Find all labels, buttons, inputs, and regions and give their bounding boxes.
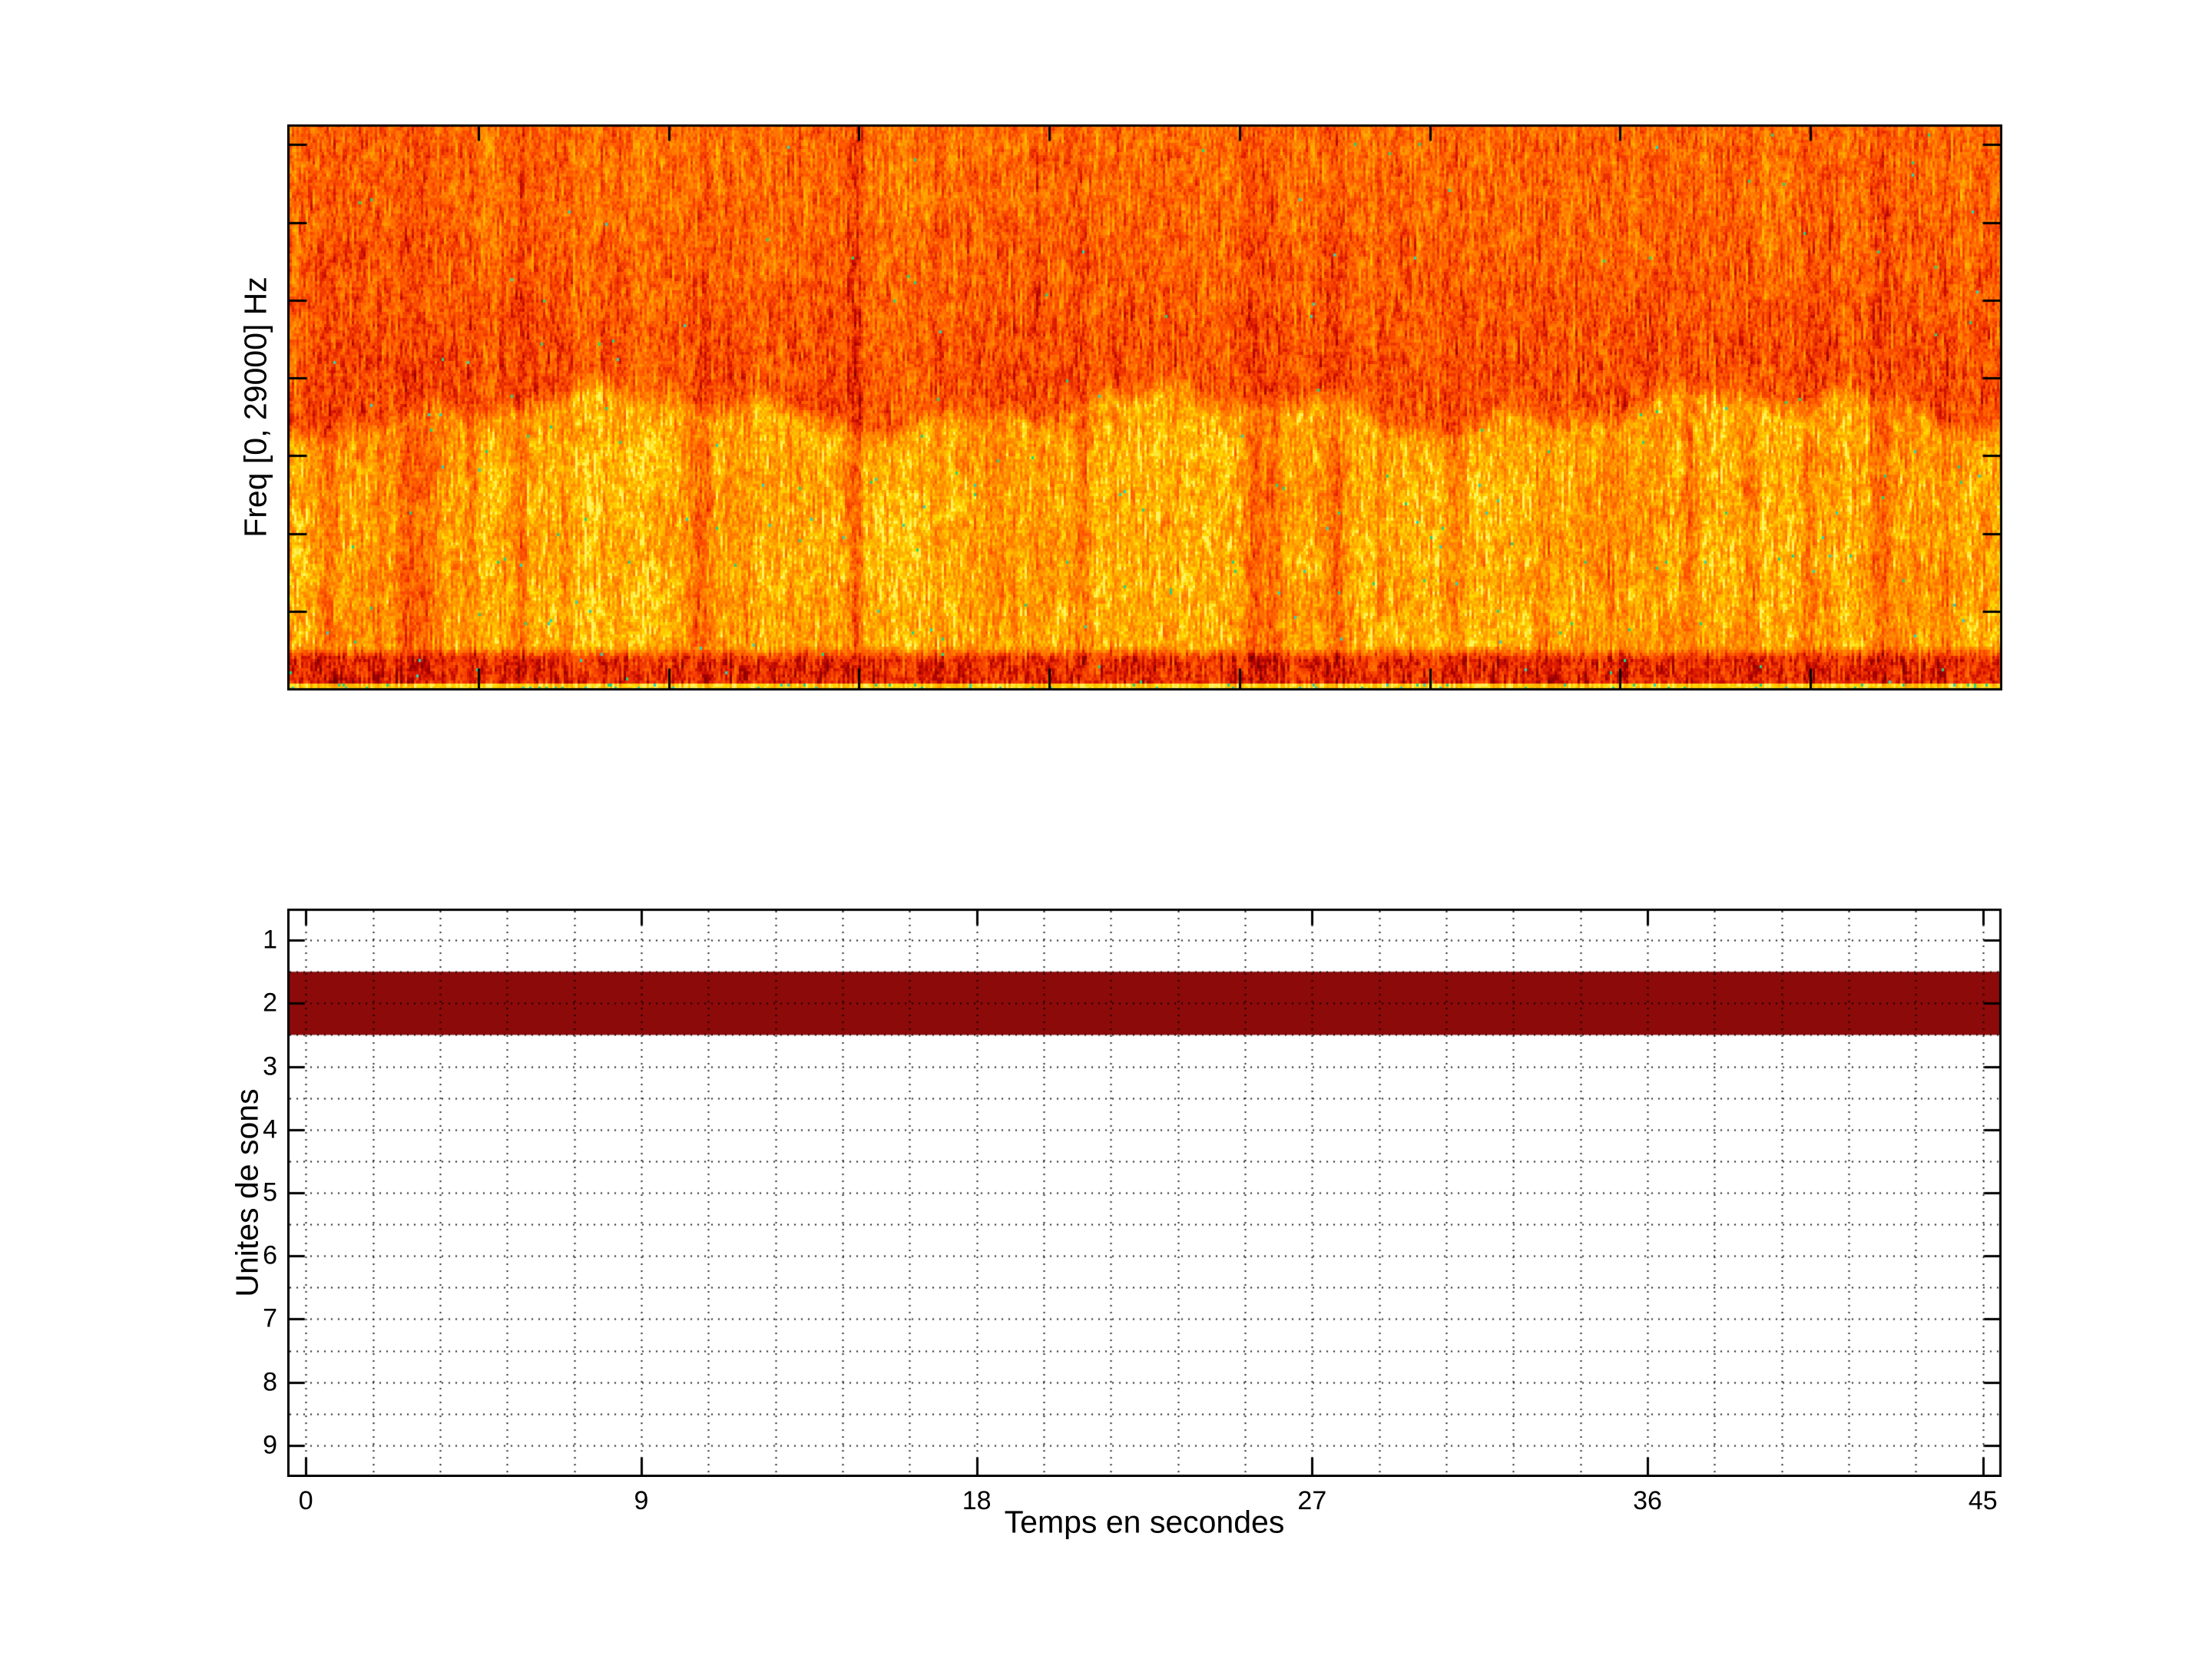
x-tick-label-45: 45	[1968, 1486, 1998, 1515]
y-tick-label-2: 2	[263, 988, 277, 1018]
sound-units-canvas	[287, 909, 2002, 1477]
freq-axis-label: Freq [0, 29000] Hz	[237, 276, 273, 538]
x-tick-label-36: 36	[1633, 1486, 1662, 1515]
y-tick-label-3: 3	[263, 1051, 277, 1081]
units-axis-label: Unites de sons	[229, 1088, 265, 1297]
y-tick-label-7: 7	[263, 1303, 277, 1333]
y-tick-label-6: 6	[263, 1240, 277, 1270]
x-tick-label-0: 0	[298, 1486, 313, 1515]
y-tick-label-5: 5	[263, 1177, 277, 1207]
x-tick-label-27: 27	[1297, 1486, 1327, 1515]
x-tick-label-18: 18	[962, 1486, 992, 1515]
x-tick-label-9: 9	[634, 1486, 649, 1515]
y-tick-label-8: 8	[263, 1367, 277, 1397]
time-axis-label: Temps en secondes	[1004, 1504, 1285, 1540]
y-tick-label-1: 1	[263, 925, 277, 955]
spectrogram-canvas	[287, 124, 2002, 690]
y-tick-label-4: 4	[263, 1114, 277, 1144]
y-tick-label-9: 9	[263, 1430, 277, 1460]
